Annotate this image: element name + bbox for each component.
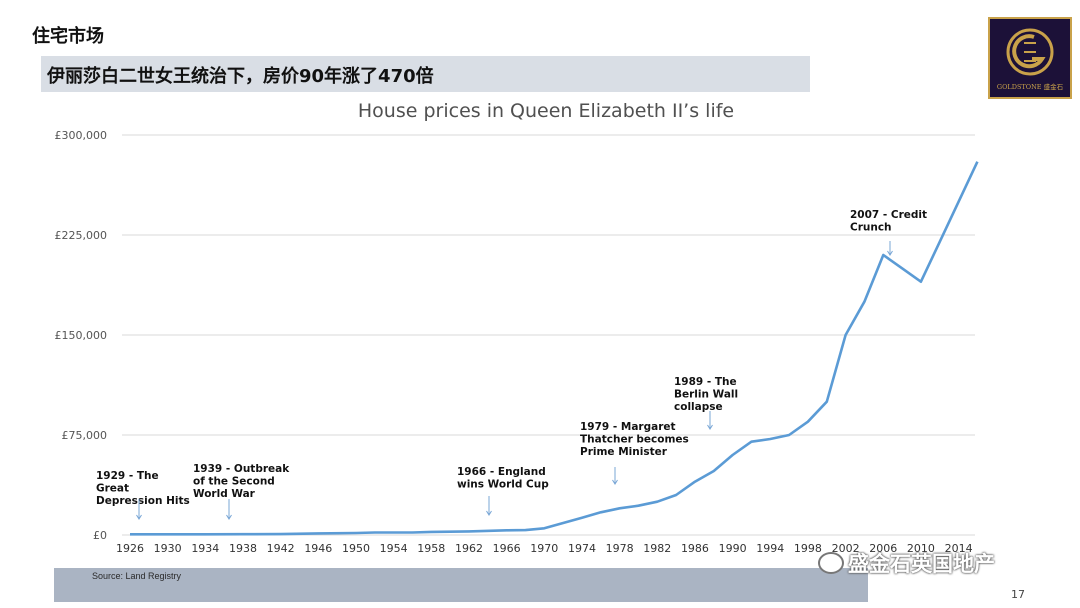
annotation-label: Thatcher becomes: [580, 434, 689, 446]
annotation-label: 2007 - Credit: [850, 209, 927, 221]
watermark: 盛金石英国地产: [818, 548, 995, 578]
logo-brand-text: GOLDSTONE 盛金石: [997, 82, 1064, 91]
annotation-label: 1989 - The: [674, 376, 737, 388]
x-tick-label: 1994: [756, 542, 784, 555]
goldstone-logo: GOLDSTONE 盛金石: [988, 17, 1072, 99]
y-tick-label: £225,000: [55, 229, 108, 242]
annotation-label: 1979 - Margaret: [580, 421, 676, 433]
section-title: 住宅市场: [32, 26, 104, 47]
x-tick-label: 1990: [719, 542, 747, 555]
x-tick-label: 1966: [493, 542, 521, 555]
x-tick-label: 1938: [229, 542, 257, 555]
source-note: Source: Land Registry: [92, 571, 182, 581]
x-tick-label: 2002: [832, 542, 860, 555]
annotation-label: 1939 - Outbreak: [193, 463, 290, 475]
annotation-label: 1929 - The: [96, 470, 159, 482]
x-axis-ticks: 1926 1930 1934 1938 1942 1946 1950 1954 1958 1962…: [116, 542, 973, 555]
house-price-line: [130, 161, 979, 536]
x-tick-label: 1970: [530, 542, 558, 555]
x-tick-label: 1962: [455, 542, 483, 555]
x-tick-label: 1974: [568, 542, 596, 555]
gridlines: [122, 134, 975, 536]
annotation-label: Prime Minister: [580, 446, 668, 458]
x-tick-label: 1926: [116, 542, 144, 555]
annotation-label: Berlin Wall: [674, 389, 738, 401]
annotation-label: collapse: [674, 401, 723, 413]
annotation-arrowhead: [612, 479, 618, 485]
annotation-arrowhead: [136, 514, 142, 520]
x-tick-label: 1998: [794, 542, 822, 555]
x-tick-label: 1986: [681, 542, 709, 555]
annotation-label: of the Second: [193, 476, 275, 488]
annotation-arrowhead: [226, 514, 232, 520]
wechat-icon: [818, 552, 844, 574]
y-tick-label: £300,000: [55, 129, 108, 142]
x-tick-label: 2014: [945, 542, 973, 555]
annotation-label: Great: [96, 483, 129, 495]
house-price-chart: House prices in Queen Elizabeth II’s lif…: [55, 100, 979, 555]
x-tick-label: 1942: [267, 542, 295, 555]
x-tick-label: 1946: [304, 542, 332, 555]
y-tick-label: £0: [93, 529, 107, 542]
x-tick-label: 1982: [643, 542, 671, 555]
x-tick-label: 2010: [907, 542, 935, 555]
annotation-arrowhead: [707, 424, 713, 430]
annotation-label: wins World Cup: [457, 479, 549, 491]
watermark-text: 盛金石英国地产: [848, 552, 995, 576]
x-tick-label: 1950: [342, 542, 370, 555]
annotation-arrowhead: [887, 250, 893, 256]
annotation-label: Crunch: [850, 222, 892, 234]
annotation-label: World War: [193, 488, 256, 500]
y-tick-label: £150,000: [55, 329, 108, 342]
x-tick-label: 1978: [606, 542, 634, 555]
headline-text: 伊丽莎白二世女王统治下，房价90年涨了470倍: [47, 66, 434, 87]
x-tick-label: 2006: [869, 542, 897, 555]
y-axis-ticks: £0 £75,000 £150,000 £225,000 £300,000: [55, 129, 108, 542]
x-tick-label: 1958: [417, 542, 445, 555]
annotation-label: Depression Hits: [96, 495, 190, 507]
source-banner: Source: Land Registry: [54, 568, 868, 602]
y-tick-label: £75,000: [62, 429, 108, 442]
annotation-arrowhead: [486, 510, 492, 516]
chart-title: House prices in Queen Elizabeth II’s lif…: [358, 100, 734, 122]
x-tick-label: 1954: [380, 542, 408, 555]
x-tick-label: 1934: [191, 542, 219, 555]
page-number: 17: [1011, 588, 1025, 601]
headline-banner: 伊丽莎白二世女王统治下，房价90年涨了470倍: [41, 56, 810, 92]
annotation-label: 1966 - England: [457, 466, 546, 478]
x-tick-label: 1930: [154, 542, 182, 555]
